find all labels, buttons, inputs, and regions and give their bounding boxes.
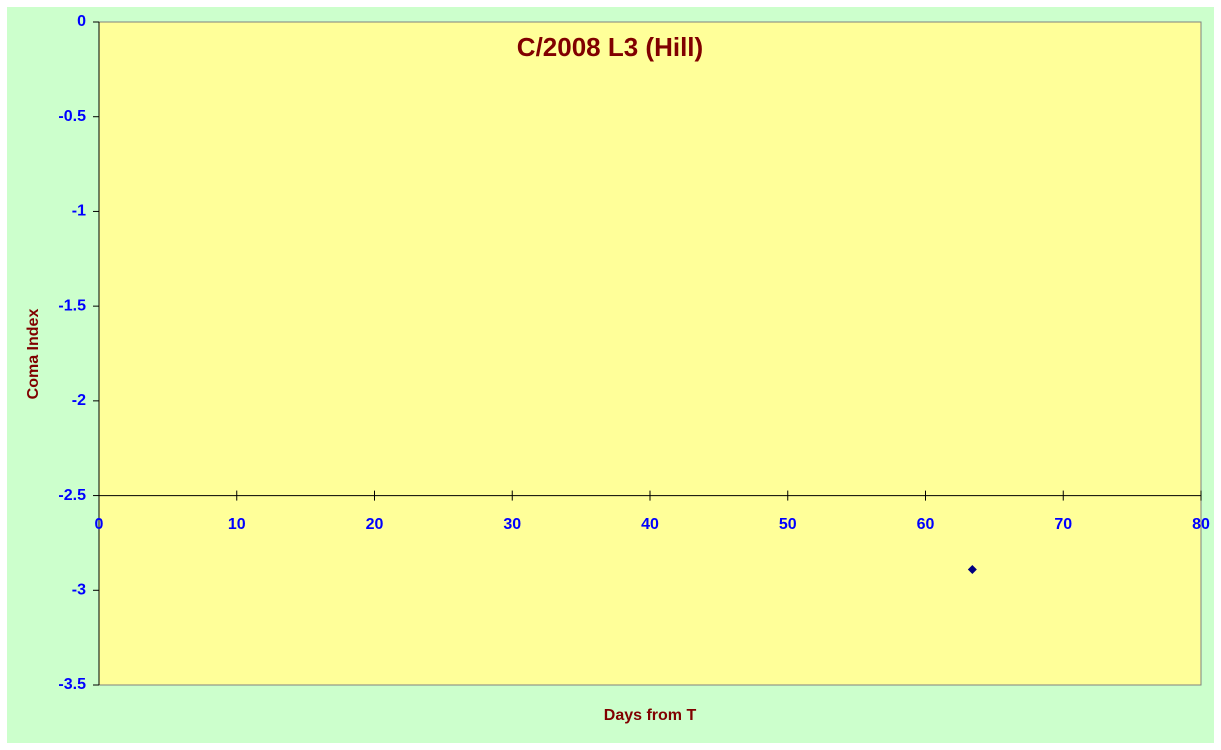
plot-area (98, 21, 1202, 686)
x-tick-label: 80 (1192, 516, 1210, 533)
y-tick-label: -3.5 (58, 676, 86, 693)
x-tick-label: 30 (503, 516, 521, 533)
x-tick-label: 10 (228, 516, 246, 533)
y-tick-label: -3 (72, 582, 86, 599)
y-tick-label: -0.5 (58, 108, 86, 125)
x-tick-label: 50 (779, 516, 797, 533)
y-tick-label: 0 (77, 13, 86, 30)
chart-title: C/2008 L3 (Hill) (517, 32, 703, 62)
x-tick-label: 20 (366, 516, 384, 533)
x-tick-label: 60 (917, 516, 935, 533)
x-tick-label: 70 (1054, 516, 1072, 533)
y-tick-label: -1.5 (58, 297, 86, 314)
x-tick-label: 0 (95, 516, 104, 533)
y-tick-label: -2 (72, 392, 86, 409)
y-tick-label: -2.5 (58, 487, 86, 504)
data-point (967, 564, 977, 574)
x-tick-label: 40 (641, 516, 659, 533)
y-axis-label: Coma Index (25, 309, 42, 400)
y-tick-label: -1 (72, 203, 86, 220)
x-axis-label: Days from T (604, 707, 697, 724)
